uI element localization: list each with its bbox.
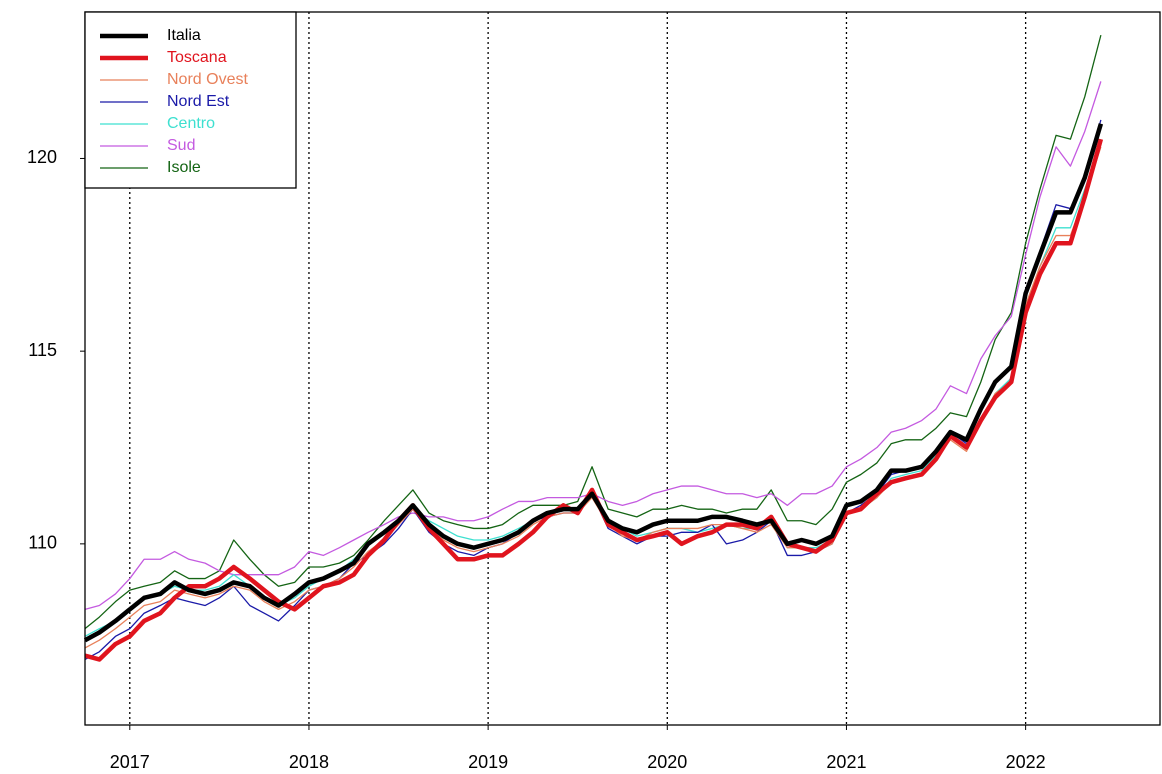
x-tick-label: 2018 — [289, 752, 329, 772]
series-line — [84, 34, 1102, 630]
legend-box — [84, 11, 297, 189]
x-tick-label: 2017 — [110, 752, 150, 772]
x-tick-label: 2021 — [826, 752, 866, 772]
series-line — [84, 146, 1102, 649]
y-tick-label: 115 — [28, 340, 57, 360]
legend-label: Italia — [167, 27, 201, 44]
legend-label: Nord Est — [167, 93, 230, 110]
legend-label: Sud — [167, 137, 195, 154]
x-tick-label: 2022 — [1006, 752, 1046, 772]
series-line — [83, 123, 1104, 643]
series-line — [84, 138, 1104, 662]
y-tick-label: 120 — [27, 147, 57, 167]
plot-frame — [84, 11, 1161, 726]
legend-label: Toscana — [167, 49, 227, 66]
legend-label: Nord Ovest — [167, 71, 248, 88]
legend-label: Isole — [167, 159, 201, 176]
x-tick-label: 2020 — [647, 752, 687, 772]
y-tick-label: 110 — [28, 533, 57, 553]
legend-label: Centro — [167, 115, 215, 132]
x-tick-label: 2019 — [468, 752, 508, 772]
